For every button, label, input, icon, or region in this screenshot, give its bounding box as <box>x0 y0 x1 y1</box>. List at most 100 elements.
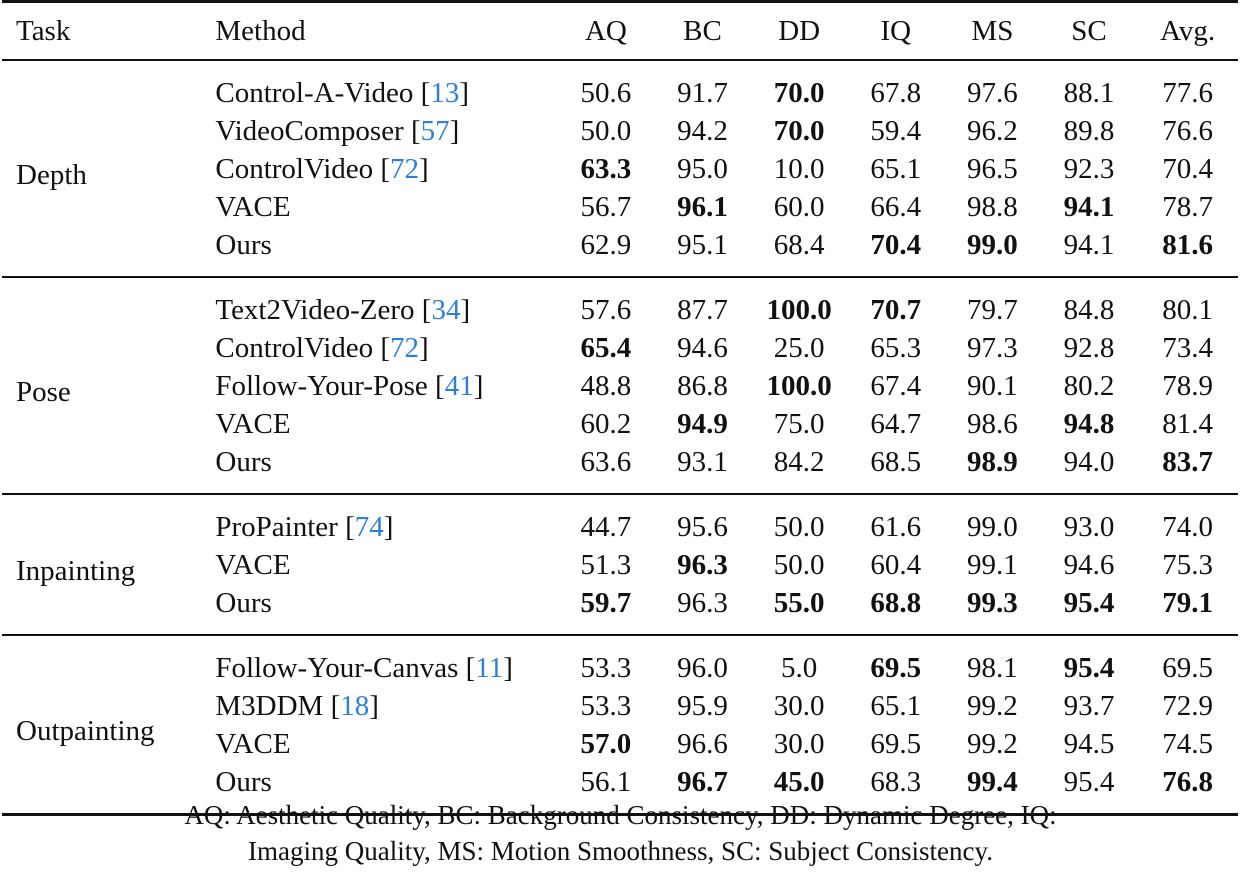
value-dd: 45.0 <box>773 766 825 798</box>
value-aq: 65.4 <box>580 332 632 364</box>
method-name: VACE <box>215 549 291 581</box>
value-bc: 93.1 <box>677 446 728 478</box>
value-dd: 55.0 <box>773 587 825 619</box>
value-iq: 68.8 <box>870 587 922 619</box>
value-iq: 67.4 <box>870 370 922 402</box>
method-cell: Text2Video-Zero [34] <box>215 294 471 326</box>
value-aq: 53.3 <box>580 652 632 684</box>
method-name: VACE <box>215 191 291 223</box>
task-label: Outpainting <box>16 715 155 747</box>
table-row: M3DDM [18] 53.3 95.9 30.0 65.1 99.2 93.7 72.9 <box>2 687 1238 725</box>
table-footnote: AQ: Aesthetic Quality, BC: Background Co… <box>0 797 1241 869</box>
value-aq: 51.3 <box>580 549 632 581</box>
value-ms: 90.1 <box>967 370 1018 402</box>
value-ms: 96.2 <box>967 115 1018 147</box>
method-cell: Control-A-Video [13] <box>215 77 469 109</box>
value-bc: 95.9 <box>677 690 728 722</box>
citation-link[interactable]: 74 <box>354 511 384 543</box>
value-aq: 57.6 <box>580 294 632 326</box>
value-ms: 99.2 <box>967 690 1018 722</box>
table-row: VACE 57.0 96.6 30.0 69.5 99.2 94.5 74.5 <box>2 725 1238 763</box>
value-aq: 50.0 <box>580 115 632 147</box>
table-row: Outpainting Follow-Your-Canvas [11] 53.3 96… <box>2 635 1238 747</box>
value-bc: 96.6 <box>677 728 728 760</box>
value-avg: 73.4 <box>1162 332 1214 364</box>
table-row: VideoComposer [57] 50.0 94.2 70.0 59.4 96.2 89… <box>2 112 1238 150</box>
value-avg: 81.4 <box>1162 408 1214 440</box>
value-avg: 74.5 <box>1162 728 1214 760</box>
value-ms: 98.9 <box>967 446 1018 478</box>
value-aq: 62.9 <box>580 229 632 261</box>
value-dd: 70.0 <box>773 77 825 109</box>
method-cell: VACE <box>215 188 557 226</box>
value-aq: 56.1 <box>580 766 632 798</box>
value-aq: 63.3 <box>580 153 632 185</box>
citation-link[interactable]: 34 <box>431 294 461 326</box>
header-aq: AQ <box>584 15 627 47</box>
results-table: Task Method AQ BC DD IQ MS SC Avg. Depth… <box>2 0 1238 816</box>
value-sc: 84.8 <box>1063 294 1115 326</box>
value-aq: 59.7 <box>580 587 632 619</box>
value-iq: 61.6 <box>870 511 922 543</box>
method-cell: Ours <box>215 443 557 494</box>
header-avg: Avg. <box>1160 15 1216 47</box>
value-avg: 76.8 <box>1162 766 1214 798</box>
value-avg: 83.7 <box>1162 446 1214 478</box>
value-sc: 93.7 <box>1063 690 1115 722</box>
value-bc: 96.0 <box>677 652 728 684</box>
method-name: Ours <box>215 587 272 619</box>
citation-link[interactable]: 41 <box>444 370 474 402</box>
citation-link[interactable]: 11 <box>475 652 504 684</box>
value-aq: 63.6 <box>580 446 632 478</box>
value-iq: 67.8 <box>870 77 922 109</box>
task-group-depth: Depth Control-A-Video [13] 50.6 91.7 70.0 67.… <box>2 60 1238 277</box>
table-row: Ours 62.9 95.1 68.4 70.4 99.0 94.1 81.6 <box>2 226 1238 277</box>
header-task: Task <box>16 15 71 47</box>
table-row: VACE 60.2 94.9 75.0 64.7 98.6 94.8 81.4 <box>2 405 1238 443</box>
value-dd: 50.0 <box>773 549 825 581</box>
value-sc: 94.1 <box>1063 229 1115 261</box>
task-group-pose: Pose Text2Video-Zero [34] 57.6 87.7 100.0 70.… <box>2 277 1238 494</box>
value-iq: 70.7 <box>870 294 922 326</box>
value-bc: 94.9 <box>677 408 728 440</box>
method-name: ProPainter <box>215 511 338 543</box>
value-iq: 69.5 <box>870 652 922 684</box>
table-row: Pose Text2Video-Zero [34] 57.6 87.7 100.0 70.… <box>2 277 1238 408</box>
value-avg: 75.3 <box>1162 549 1214 581</box>
method-cell: ControlVideo [72] <box>215 332 429 364</box>
header-bc: BC <box>683 15 722 47</box>
citation-link[interactable]: 13 <box>430 77 460 109</box>
value-dd: 75.0 <box>773 408 825 440</box>
value-aq: 48.8 <box>580 370 632 402</box>
value-dd: 5.0 <box>781 652 818 684</box>
task-label: Depth <box>16 159 87 191</box>
table-row: ControlVideo [72] 65.4 94.6 25.0 65.3 97.3 92.… <box>2 329 1238 367</box>
citation-link[interactable]: 18 <box>340 690 370 722</box>
method-name: Ours <box>215 446 272 478</box>
citation-link[interactable]: 72 <box>390 332 420 364</box>
task-label: Pose <box>16 376 71 408</box>
value-sc: 94.5 <box>1063 728 1115 760</box>
value-sc: 94.1 <box>1063 191 1115 223</box>
method-name: Follow-Your-Pose <box>215 370 428 402</box>
method-name: VideoComposer <box>215 115 404 147</box>
method-name: ControlVideo <box>215 332 374 364</box>
value-iq: 65.1 <box>870 690 922 722</box>
value-iq: 66.4 <box>870 191 922 223</box>
value-ms: 98.1 <box>967 652 1018 684</box>
value-avg: 69.5 <box>1162 652 1214 684</box>
value-iq: 59.4 <box>870 115 922 147</box>
table-row: Inpainting ProPainter [74] 44.7 95.6 50.0 61.… <box>2 494 1238 587</box>
table-row: Depth Control-A-Video [13] 50.6 91.7 70.0 67.… <box>2 60 1238 191</box>
citation-link[interactable]: 72 <box>390 153 420 185</box>
method-cell: VACE <box>215 546 557 584</box>
value-aq: 53.3 <box>580 690 632 722</box>
value-avg: 78.9 <box>1162 370 1214 402</box>
citation-link[interactable]: 57 <box>420 115 450 147</box>
value-sc: 95.4 <box>1063 766 1115 798</box>
table-row: VACE 56.7 96.1 60.0 66.4 98.8 94.1 78.7 <box>2 188 1238 226</box>
value-avg: 70.4 <box>1162 153 1214 185</box>
value-ms: 97.3 <box>967 332 1018 364</box>
value-dd: 30.0 <box>773 690 825 722</box>
value-iq: 60.4 <box>870 549 922 581</box>
